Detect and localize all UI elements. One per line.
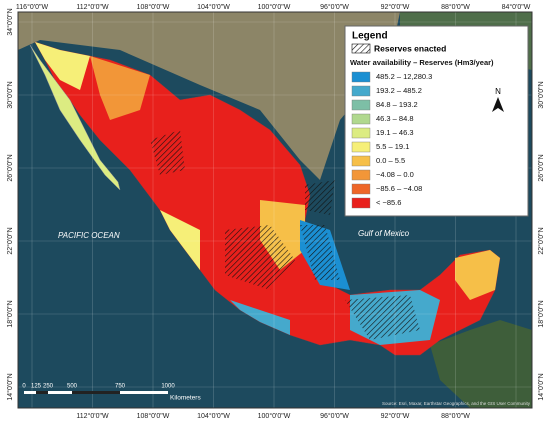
graticule-label-top: 84°0'0"W xyxy=(502,3,531,11)
region xyxy=(230,300,290,335)
scale-segment xyxy=(120,391,168,394)
legend-subtitle: Water availability – Reserves (Hm3/year) xyxy=(350,58,494,67)
graticule-label-left: 26°0'0"N xyxy=(6,154,14,181)
graticule-label-right: 26°0'0"N xyxy=(537,154,545,181)
legend-label: 46.3 – 84.8 xyxy=(376,114,414,123)
graticule-label-bottom: 112°0'0"W xyxy=(76,412,109,420)
graticule-label-bottom: 88°0'0"W xyxy=(441,412,470,420)
legend-label: 193.2 – 485.2 xyxy=(376,86,422,95)
reserve-hatch xyxy=(300,225,340,280)
graticule-label-right: 30°0'0"N xyxy=(537,81,545,108)
reserve-hatch xyxy=(150,130,185,175)
region xyxy=(35,42,90,90)
central-america xyxy=(430,320,532,408)
legend-swatch xyxy=(351,127,371,139)
legend: Legend Reserves enacted Water availabili… xyxy=(344,25,529,217)
scale-unit: Kilometers xyxy=(170,395,201,402)
legend-items: 485.2 – 12,280.3 193.2 – 485.2 84.8 – 193.… xyxy=(351,71,432,209)
reserve-swatch xyxy=(351,43,371,54)
graticule-label-bottom: 108°0'0"W xyxy=(137,412,170,420)
legend-title: Legend xyxy=(352,31,388,42)
scale-segment xyxy=(24,391,36,394)
usa-land xyxy=(18,12,400,180)
legend-label: 84.8 – 193.2 xyxy=(376,100,418,109)
legend-label: 485.2 – 12,280.3 xyxy=(376,72,432,81)
legend-label: 0.0 – 5.5 xyxy=(376,156,405,165)
scale-bar: Kilometers xyxy=(24,391,201,402)
scale-label: 500 xyxy=(67,384,78,390)
legend-swatch xyxy=(351,113,371,125)
graticule-label-left: 34°0'0"N xyxy=(6,8,14,35)
legend-swatch xyxy=(351,99,371,111)
north-label: N xyxy=(495,87,501,96)
graticule-label-top: 92°0'0"W xyxy=(381,3,410,11)
region xyxy=(90,56,150,120)
graticule-label-left: 30°0'0"N xyxy=(6,81,14,108)
scale-segment xyxy=(36,391,48,394)
graticule-label-bottom: 92°0'0"W xyxy=(381,412,410,420)
graticule-label-top: 112°0'0"W xyxy=(76,3,109,11)
reserve-hatch xyxy=(305,180,335,215)
graticule-label-top: 116°0'0"W xyxy=(16,3,49,11)
scale-label: 0 xyxy=(22,384,26,390)
region xyxy=(160,210,200,270)
legend-reserves: Reserves enacted xyxy=(374,43,446,53)
graticule-label-left: 18°0'0"N xyxy=(6,300,14,327)
ocean-label: Gulf of Mexico xyxy=(358,229,410,238)
graticule-label-bottom: 96°0'0"W xyxy=(320,412,349,420)
graticule-label-bottom: 104°0'0"W xyxy=(197,412,230,420)
region xyxy=(455,250,500,300)
attribution: Source: Esri, Maxar, Earthstar Geographi… xyxy=(382,401,531,406)
legend-swatch xyxy=(351,197,371,209)
legend-swatch xyxy=(351,155,371,167)
graticule-label-top: 100°0'0"W xyxy=(258,3,291,11)
legend-label: −85.6 – −4.08 xyxy=(376,184,422,193)
scale-segment xyxy=(72,391,120,394)
graticule-label-top: 96°0'0"W xyxy=(320,3,349,11)
graticule-label-left: 22°0'0"N xyxy=(6,227,14,254)
legend-swatch xyxy=(351,169,371,181)
scale-labels: 0 125 250 500 750 1000 xyxy=(22,384,175,390)
legend-label: −4.08 – 0.0 xyxy=(376,170,414,179)
legend-swatch xyxy=(351,141,371,153)
graticule-label-left: 14°0'0"N xyxy=(6,373,14,400)
scale-label: 125 xyxy=(31,384,42,390)
graticule-label-right: 14°0'0"N xyxy=(537,373,545,400)
north-arrow xyxy=(492,97,504,112)
scale-label: 750 xyxy=(115,384,126,390)
graticule-label-top: 104°0'0"W xyxy=(197,3,230,11)
legend-swatch xyxy=(351,183,371,195)
legend-label: 19.1 – 46.3 xyxy=(376,128,414,137)
scale-label: 1000 xyxy=(161,384,175,390)
graticule-label-top: 108°0'0"W xyxy=(137,3,170,11)
map-frame xyxy=(17,11,533,409)
legend-label: < −85.6 xyxy=(376,198,401,207)
ocean-label: PACIFIC OCEAN xyxy=(58,231,120,240)
reserve-hatch xyxy=(225,225,295,290)
baja-california xyxy=(29,44,121,191)
legend-swatch xyxy=(351,71,371,83)
reserve-hatch xyxy=(345,295,420,340)
legend-box xyxy=(344,25,529,217)
legend-label: 5.5 – 19.1 xyxy=(376,142,409,151)
graticule-labels: 116°0'0"W 112°0'0"W 108°0'0"W 104°0'0"W 100°… xyxy=(6,3,545,420)
scale-label: 250 xyxy=(43,384,54,390)
mexico xyxy=(34,41,501,356)
graticule-label-bottom: 100°0'0"W xyxy=(258,412,291,420)
legend-swatch xyxy=(351,85,371,97)
graticule-label-right: 22°0'0"N xyxy=(537,227,545,254)
graticule-label-right: 18°0'0"N xyxy=(537,300,545,327)
scale-segment xyxy=(48,391,72,394)
graticule-label-top: 88°0'0"W xyxy=(441,3,470,11)
